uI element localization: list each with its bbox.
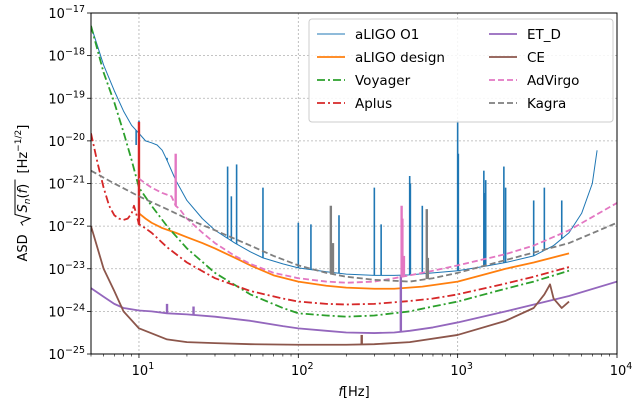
y-tick-label-4: 10−21: [48, 175, 85, 193]
y-tick-label-6: 10−19: [48, 89, 85, 107]
legend-label-6: AdVirgo: [527, 73, 579, 89]
legend-label-1: aLIGO design: [355, 50, 445, 66]
sqrt-symbol: [14, 179, 32, 226]
series-line-3: [91, 133, 570, 306]
series-line-2: [91, 25, 570, 318]
series-line-0: [91, 25, 598, 276]
legend-label-0: aLIGO O1: [355, 27, 419, 43]
x-tick-label-2: 103: [450, 361, 473, 379]
legend-label-2: Voyager: [355, 73, 411, 89]
x-axis-label: f[Hz]: [338, 385, 369, 400]
x-tick-label-0: 101: [132, 361, 155, 379]
y-axis-label-unit: [Hz−1/2]: [14, 125, 31, 174]
series-line-4: [91, 280, 617, 334]
series-line-5: [91, 225, 570, 346]
y-tick-label-0: 10−25: [48, 345, 85, 363]
y-tick-label-3: 10−22: [48, 217, 85, 235]
series-line-7: [91, 169, 617, 283]
y-tick-label-1: 10−24: [48, 302, 85, 320]
series-line-6: [138, 177, 617, 284]
x-tick-label-3: 104: [610, 361, 633, 379]
legend-label-5: CE: [527, 50, 545, 66]
minor-ticks: [90, 354, 611, 357]
series-group: [91, 25, 617, 346]
legend-box: [308, 18, 614, 123]
y-tick-label-5: 10−20: [48, 132, 85, 150]
y-axis-label: ASD Sn(f) [Hz−1/2]: [14, 125, 33, 262]
legend-label-4: ET_D: [527, 27, 561, 43]
series-line-1: [138, 212, 570, 290]
y-axis-label-sqrt: Sn(f): [16, 184, 33, 213]
legend: aLIGO O1 aLIGO design Voyager Aplus ET_D CE Ad…: [308, 18, 614, 123]
y-tick-label-7: 10−18: [48, 47, 85, 65]
y-axis-label-prefix: ASD: [16, 234, 31, 261]
y-tick-label-8: 10−17: [48, 4, 85, 22]
legend-label-3: Aplus: [355, 96, 392, 112]
x-tick-label-1: 102: [291, 361, 314, 379]
y-tick-label-2: 10−23: [48, 260, 85, 278]
legend-label-7: Kagra: [527, 96, 566, 112]
